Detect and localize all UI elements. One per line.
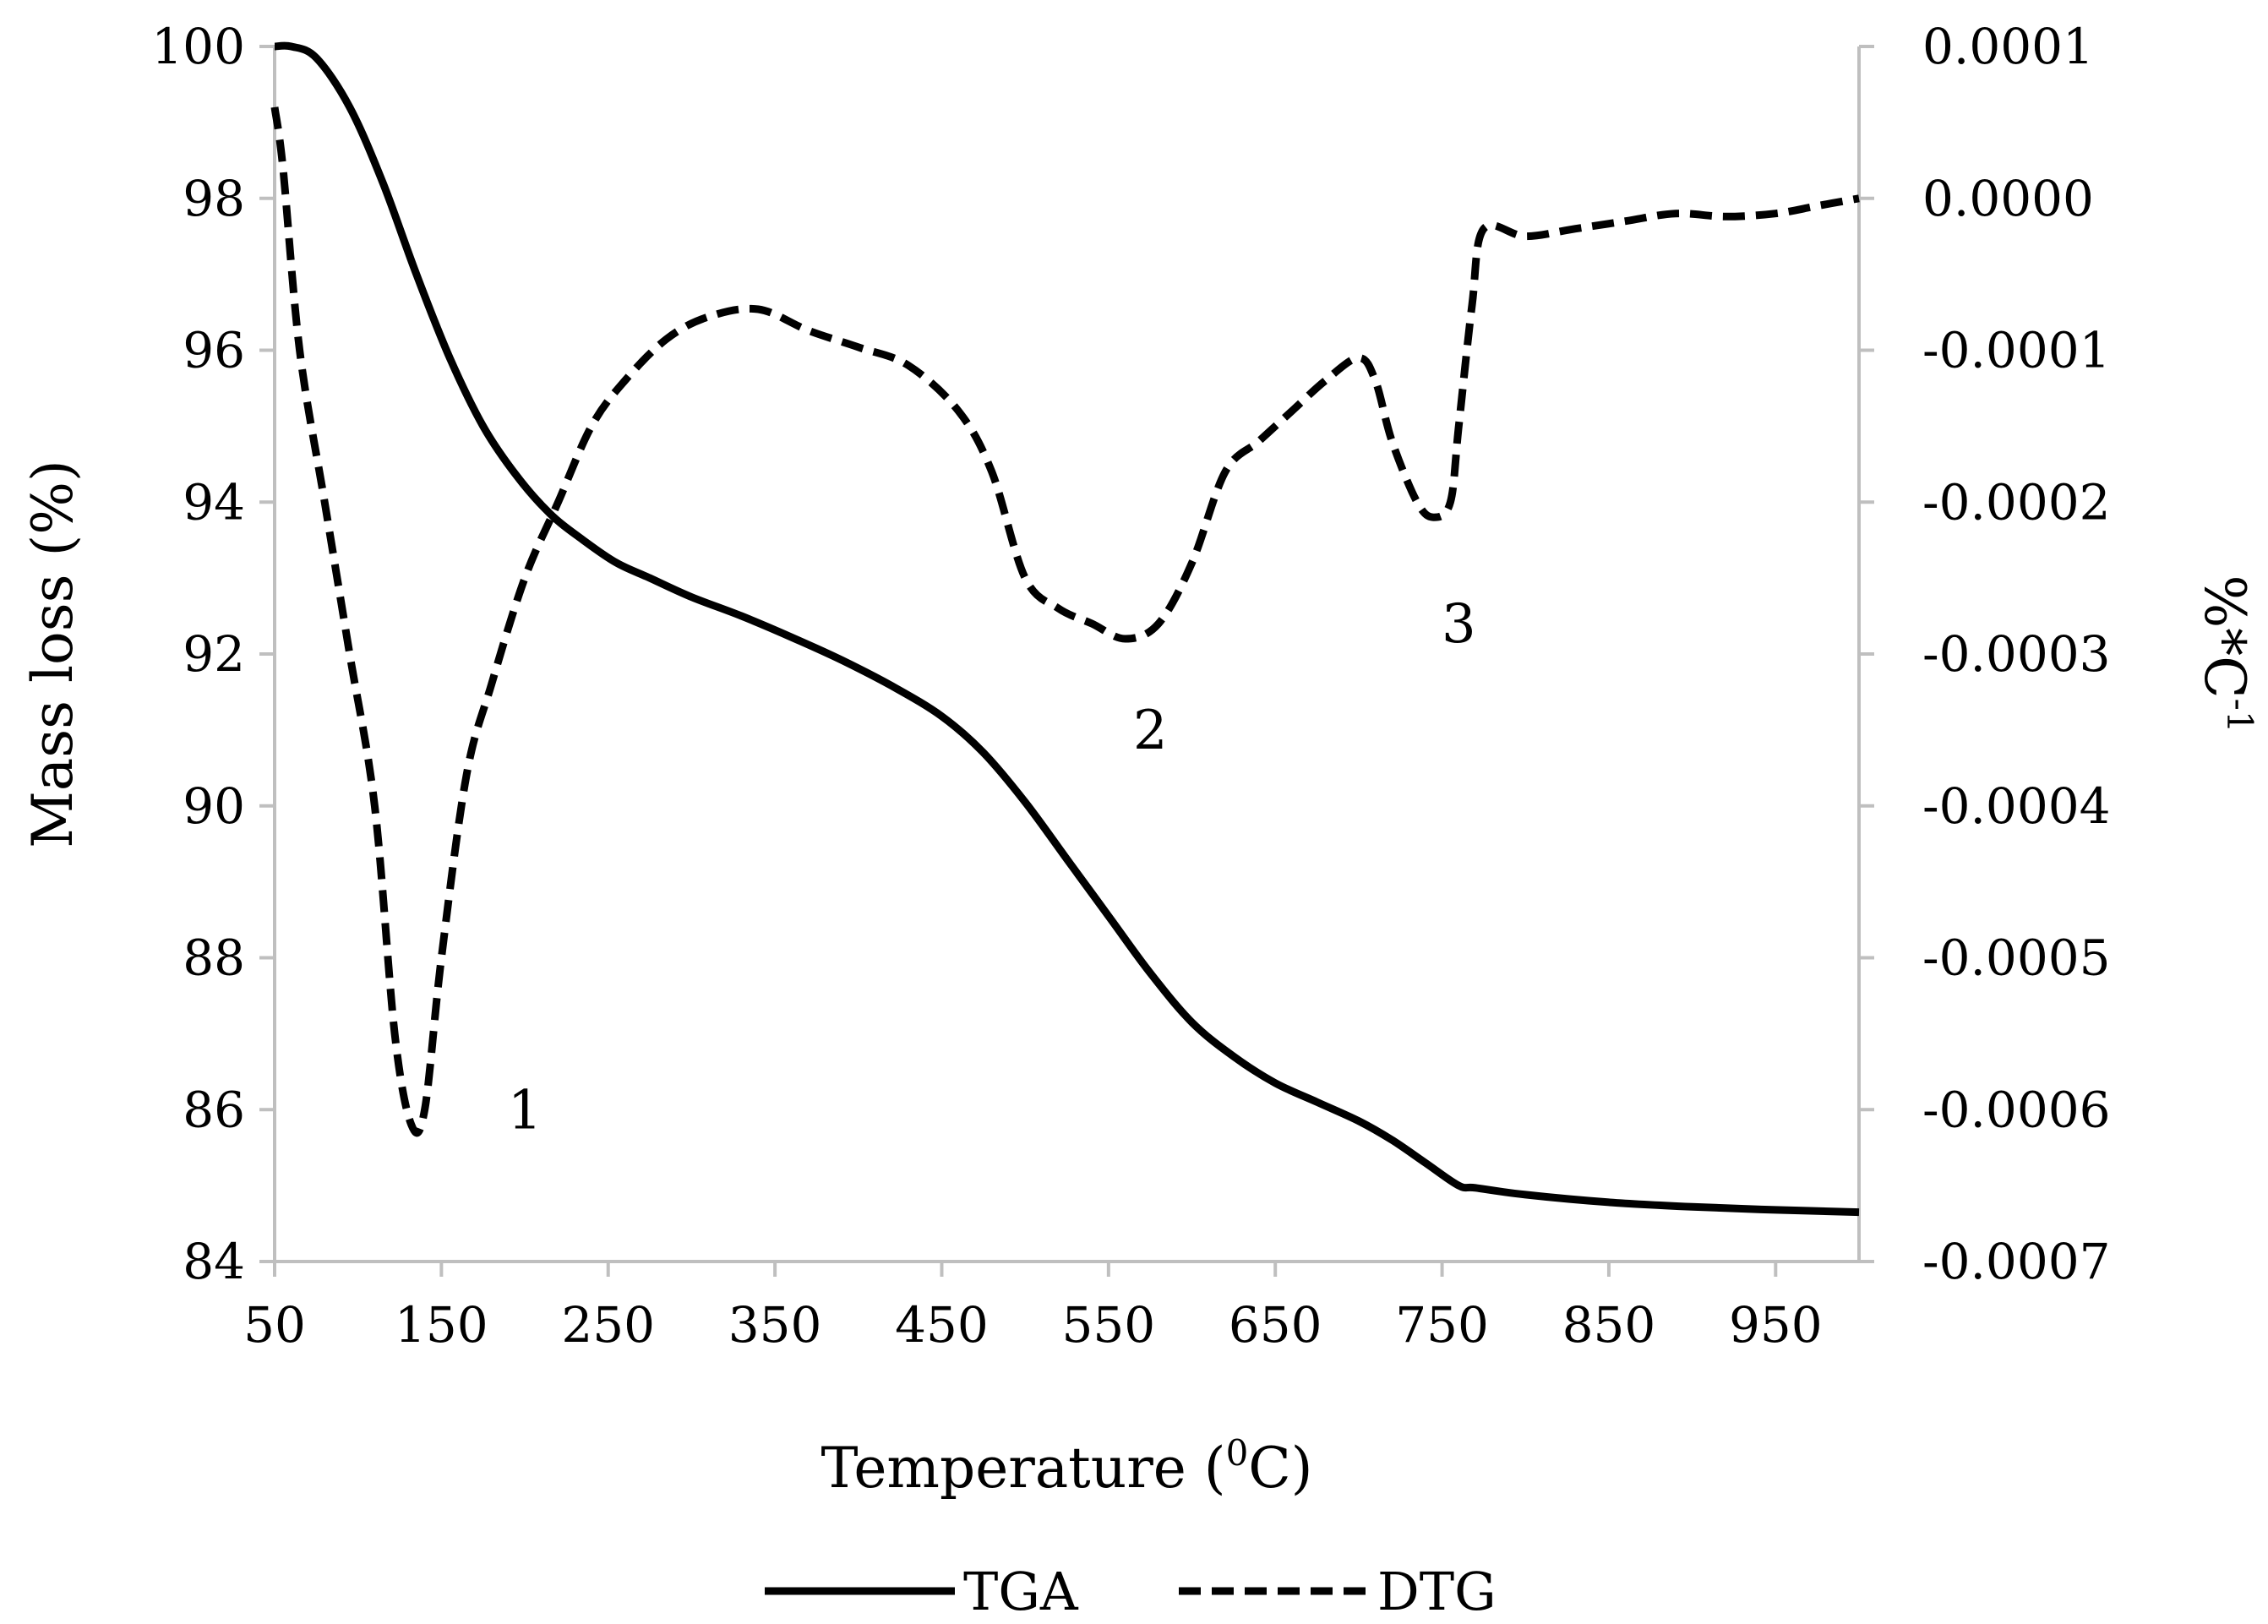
x-tick-label: 350 — [728, 1296, 822, 1354]
y-axis-title: Mass loss (%) — [20, 460, 85, 847]
x-tick-label: 850 — [1562, 1296, 1656, 1354]
annotation-layer: 1 2 3 — [508, 593, 1476, 1142]
y-tick-label: 86 — [183, 1081, 245, 1138]
x-tick-label: 150 — [395, 1296, 488, 1354]
y-tick-label: 94 — [183, 473, 245, 531]
y2-tick-label: -0.0007 — [1922, 1233, 2111, 1290]
y2-tick-label: 0.0001 — [1922, 18, 2094, 75]
y2-tick-label: 0.0000 — [1922, 170, 2094, 227]
legend: TGA DTG — [765, 1561, 1497, 1622]
x-tick-label: 250 — [561, 1296, 655, 1354]
x-axis-title-sup: 0 — [1226, 1432, 1249, 1474]
y-tick-label: 88 — [183, 929, 245, 987]
y2-axis-title: %*C-1 — [2192, 575, 2260, 733]
x-axis-title-tail: C) — [1248, 1436, 1312, 1501]
y-tick-label: 90 — [183, 777, 245, 835]
x-tick-label: 50 — [243, 1296, 306, 1354]
legend-tga-label: TGA — [963, 1561, 1079, 1622]
y2-tick-label: -0.0003 — [1922, 625, 2111, 683]
x-tick-label: 450 — [895, 1296, 989, 1354]
annotation-label-3: 3 — [1442, 593, 1476, 656]
y-tick-label: 100 — [151, 18, 245, 75]
y-tick-label: 96 — [183, 322, 245, 379]
y2-axis-title-sup: -1 — [2219, 699, 2260, 733]
y2-tick-label: -0.0001 — [1922, 322, 2111, 379]
x-tick-label: 650 — [1229, 1296, 1322, 1354]
series-dtg-line — [270, 106, 1860, 1137]
annotation-label-2: 2 — [1133, 700, 1168, 762]
legend-dtg-label: DTG — [1377, 1561, 1497, 1622]
y2-tick-label: -0.0006 — [1922, 1081, 2111, 1138]
x-tick-label: 550 — [1061, 1296, 1155, 1354]
x-axis-title-main: Temperature ( — [821, 1436, 1225, 1501]
x-axis-title: Temperature (0C) — [821, 1432, 1312, 1501]
series-layer — [270, 41, 1860, 1217]
x-tick-label: 950 — [1729, 1296, 1823, 1354]
y-tick-label: 92 — [183, 625, 245, 683]
y2-tick-label: -0.0004 — [1922, 777, 2111, 835]
tick-group: 84 86 88 90 92 94 96 98 100 -0.0007 -0.0006 -0.0005… — [151, 18, 2110, 1354]
y2-axis-title-main: %*C — [2192, 575, 2257, 698]
y2-tick-label: -0.0005 — [1922, 929, 2111, 987]
y-tick-label: 84 — [183, 1233, 245, 1290]
y-tick-label: 98 — [183, 170, 245, 227]
annotation-label-1: 1 — [508, 1079, 542, 1142]
series-tga-line — [274, 41, 1860, 1217]
x-tick-label: 750 — [1395, 1296, 1489, 1354]
y2-tick-label: -0.0002 — [1922, 473, 2111, 531]
